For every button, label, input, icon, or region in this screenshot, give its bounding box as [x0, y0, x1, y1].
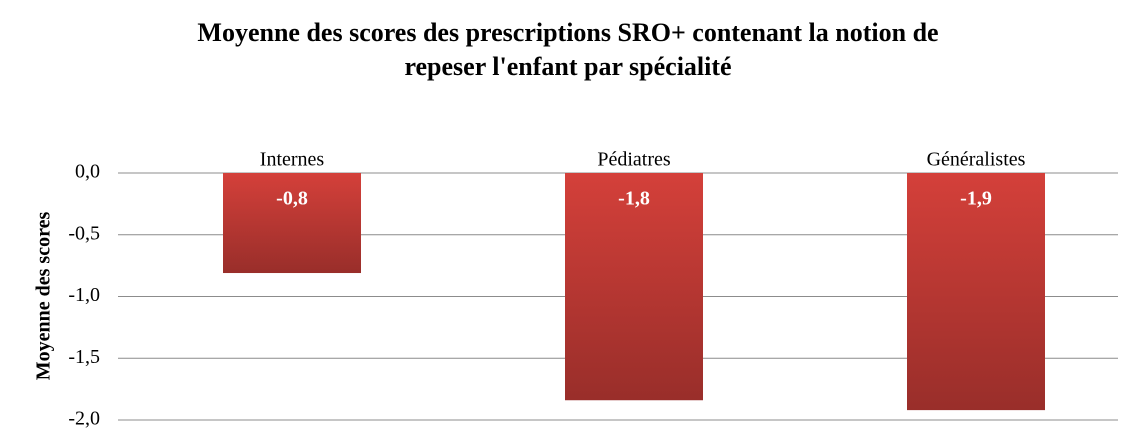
y-tick-label: -2,0	[68, 408, 100, 430]
y-tick-label: -1,5	[68, 346, 100, 368]
y-axis-label: Moyenne des scores	[33, 212, 55, 381]
x-tick-label: Internes	[260, 149, 325, 171]
data-label: -1,9	[960, 188, 992, 210]
data-label: -1,8	[618, 188, 650, 210]
bar	[907, 173, 1045, 411]
bar	[565, 173, 703, 401]
data-label: -0,8	[276, 188, 308, 210]
chart-title: Moyenne des scores des prescriptions SRO…	[197, 18, 939, 81]
x-tick-label: Pédiatres	[597, 149, 671, 171]
y-tick-label: 0,0	[75, 161, 100, 183]
y-tick-label: -1,0	[68, 284, 100, 306]
bar	[223, 173, 361, 274]
y-tick-label: -0,5	[68, 222, 100, 244]
x-tick-label: Généralistes	[927, 149, 1026, 171]
